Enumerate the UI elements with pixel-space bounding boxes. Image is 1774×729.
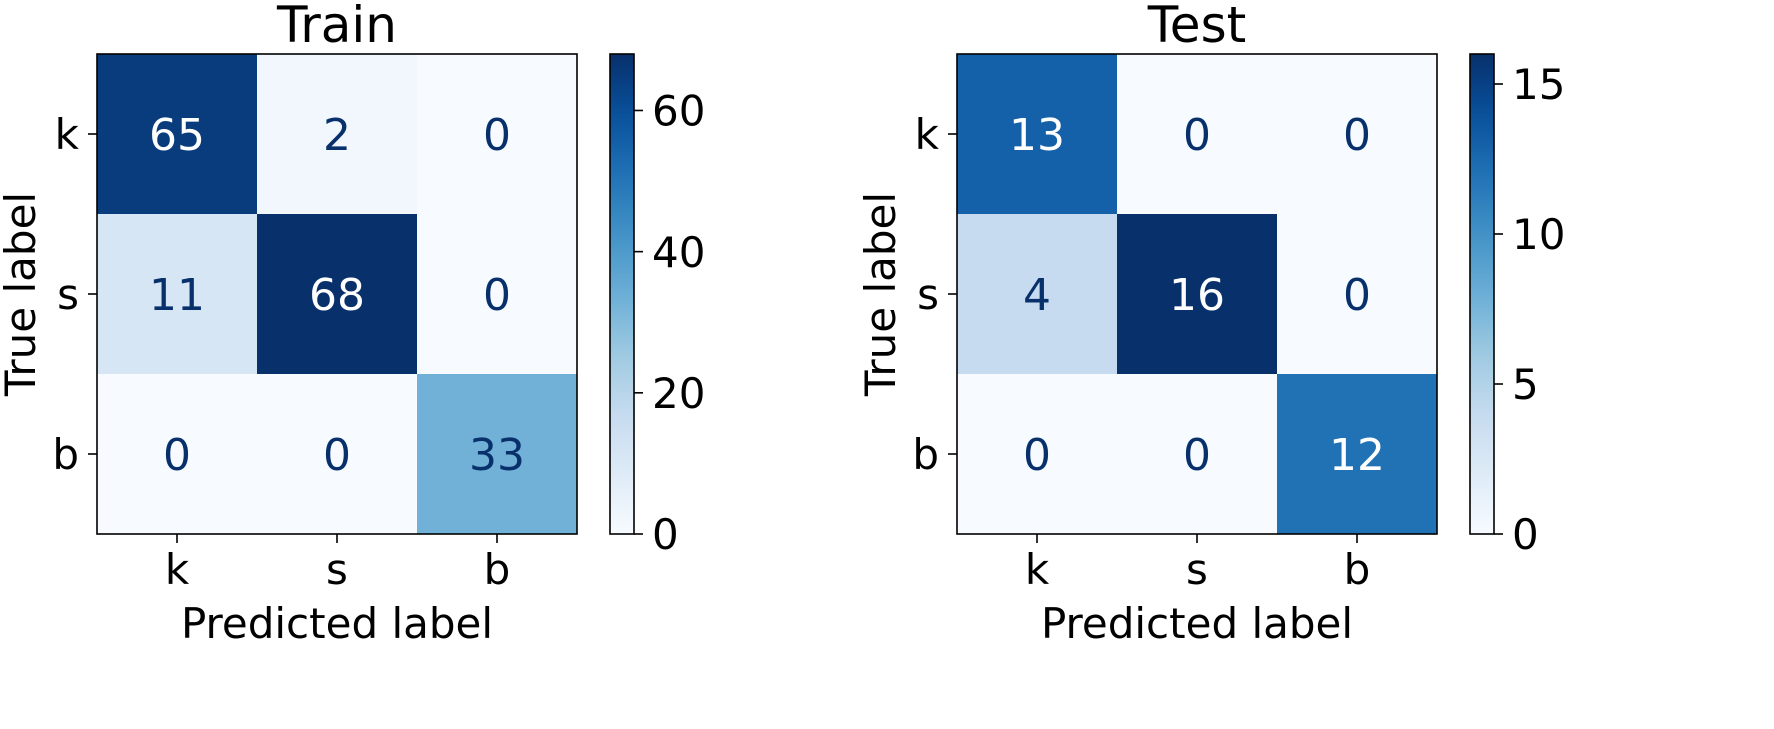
x-tick-label: s — [1186, 545, 1208, 594]
cell-b-b — [1277, 374, 1437, 534]
cell-value-label: 2 — [323, 110, 351, 161]
cell-value-label: 68 — [309, 270, 365, 321]
cell-s-k — [957, 214, 1117, 374]
cell-value-label: 0 — [323, 430, 351, 481]
cell-s-k — [97, 214, 257, 374]
x-tick-label: b — [1344, 545, 1371, 594]
colorbar-tick-label: 0 — [1512, 510, 1539, 559]
chart-title: Train — [276, 0, 397, 54]
x-axis-label: Predicted label — [1041, 599, 1353, 648]
test-confusion-matrix: 13 0 0 4 16 0 0 0 12 Test k s b k s b Predicted label Tru… — [856, 0, 1565, 648]
cell-s-s — [257, 214, 417, 374]
colorbar-tick-label: 20 — [652, 369, 705, 418]
cell-k-k — [957, 54, 1117, 214]
cell-value-label: 33 — [469, 430, 525, 481]
colorbar-tick-label: 15 — [1512, 60, 1565, 109]
cell-b-k — [957, 374, 1117, 534]
x-tick-label: k — [165, 545, 190, 594]
cell-value-label: 0 — [1023, 430, 1051, 481]
colorbar — [1470, 54, 1494, 534]
cell-b-s — [1117, 374, 1277, 534]
cell-value-label: 0 — [163, 430, 191, 481]
colorbar-tick-label: 5 — [1512, 360, 1539, 409]
cell-k-s — [1117, 54, 1277, 214]
y-tick-label: b — [912, 430, 939, 479]
cell-k-b — [1277, 54, 1437, 214]
cell-value-label: 4 — [1023, 270, 1051, 321]
x-tick-label: b — [484, 545, 511, 594]
cell-value-label: 0 — [1183, 430, 1211, 481]
y-tick-label: s — [917, 270, 939, 319]
cell-value-label: 12 — [1329, 430, 1385, 481]
cell-value-label: 0 — [1183, 110, 1211, 161]
cell-value-label: 65 — [149, 110, 205, 161]
cell-value-label: 13 — [1009, 110, 1065, 161]
cell-s-b — [417, 214, 577, 374]
colorbar-tick-label: 10 — [1512, 210, 1565, 259]
cell-k-s — [257, 54, 417, 214]
cell-value-label: 0 — [483, 270, 511, 321]
colorbar-frame — [1469, 53, 1495, 535]
x-tick-label: s — [326, 545, 348, 594]
cell-b-s — [257, 374, 417, 534]
y-axis-label: True label — [0, 192, 45, 397]
y-tick-label: k — [915, 110, 940, 159]
colorbar-tick-label: 0 — [652, 510, 679, 559]
cell-b-b — [417, 374, 577, 534]
cell-value-label: 11 — [149, 270, 205, 321]
y-tick-label: s — [57, 270, 79, 319]
y-tick-label: b — [52, 430, 79, 479]
chart-title: Test — [1147, 0, 1246, 54]
cell-s-b — [1277, 214, 1437, 374]
colorbar-tick-label: 40 — [652, 228, 705, 277]
x-axis-label: Predicted label — [181, 599, 493, 648]
y-tick-label: k — [55, 110, 80, 159]
colorbar-frame — [609, 53, 635, 535]
cell-k-b — [417, 54, 577, 214]
cell-value-label: 16 — [1169, 270, 1225, 321]
cell-value-label: 0 — [1343, 270, 1371, 321]
cell-s-s — [1117, 214, 1277, 374]
colorbar-tick-label: 60 — [652, 87, 705, 136]
cell-value-label: 0 — [1343, 110, 1371, 161]
colorbar — [610, 54, 634, 534]
cell-k-k — [97, 54, 257, 214]
cell-value-label: 0 — [483, 110, 511, 161]
y-axis-label: True label — [856, 192, 905, 397]
cell-b-k — [97, 374, 257, 534]
x-tick-label: k — [1025, 545, 1050, 594]
